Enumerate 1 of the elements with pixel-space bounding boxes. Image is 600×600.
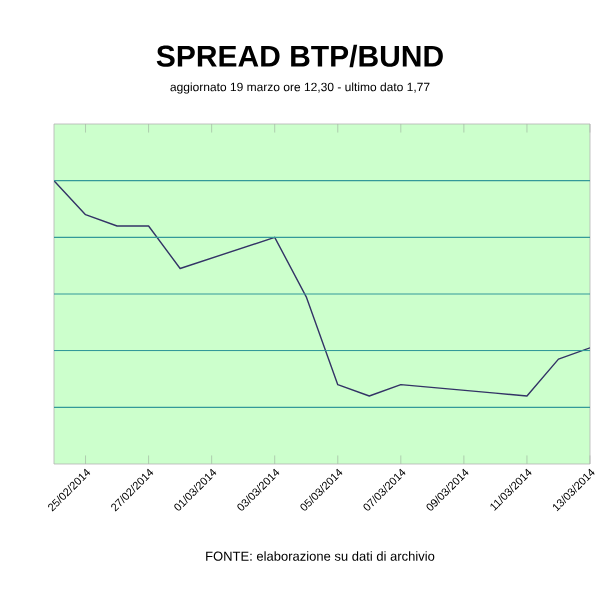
chart-title: SPREAD BTP/BUND bbox=[156, 44, 443, 68]
